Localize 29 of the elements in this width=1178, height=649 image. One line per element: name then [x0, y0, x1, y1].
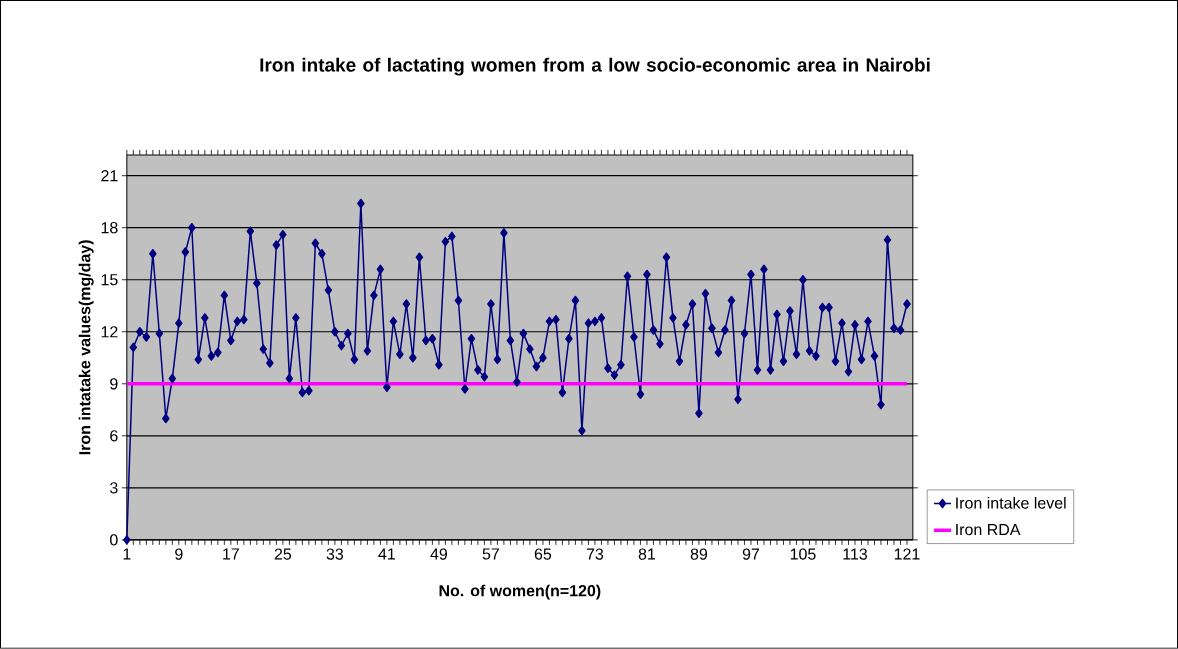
- x-tick-label: 65: [534, 548, 552, 560]
- x-tick-label: 89: [690, 548, 708, 560]
- x-tick-label: 57: [482, 548, 499, 560]
- x-tick-label: 9: [175, 548, 183, 560]
- chart-title: Iron intake of lactating women from a low socio-economic area in Nairobi: [260, 57, 930, 76]
- legend-label: Iron RDA: [956, 524, 1021, 536]
- x-tick-label: 105: [790, 548, 816, 560]
- x-tick-label: 113: [843, 548, 867, 560]
- x-tick-label: 1: [123, 548, 131, 560]
- x-tick-label: 73: [586, 548, 604, 560]
- y-tick-label: 18: [101, 222, 118, 234]
- legend-label: Iron intake level: [956, 497, 1066, 509]
- y-tick-label: 21: [101, 170, 118, 182]
- x-axis-title: No. of women(n=120): [439, 584, 601, 600]
- x-tick-label: 25: [274, 548, 292, 560]
- y-tick-label: 0: [110, 534, 118, 546]
- y-axis-title: Iron intatake values(mg/day): [78, 240, 94, 455]
- x-tick-label: 97: [742, 548, 760, 560]
- y-tick-label: 12: [101, 326, 118, 338]
- x-tick-label: 81: [638, 548, 656, 560]
- y-tick-label: 15: [101, 274, 118, 286]
- y-tick-label: 6: [110, 430, 118, 442]
- y-tick-label: 3: [110, 482, 118, 494]
- x-tick-label: 121: [894, 548, 920, 560]
- x-tick-label: 49: [430, 548, 448, 560]
- x-tick-label: 41: [378, 548, 395, 560]
- x-tick-label: 33: [326, 548, 344, 560]
- x-tick-label: 17: [223, 548, 239, 560]
- y-tick-label: 9: [110, 378, 118, 390]
